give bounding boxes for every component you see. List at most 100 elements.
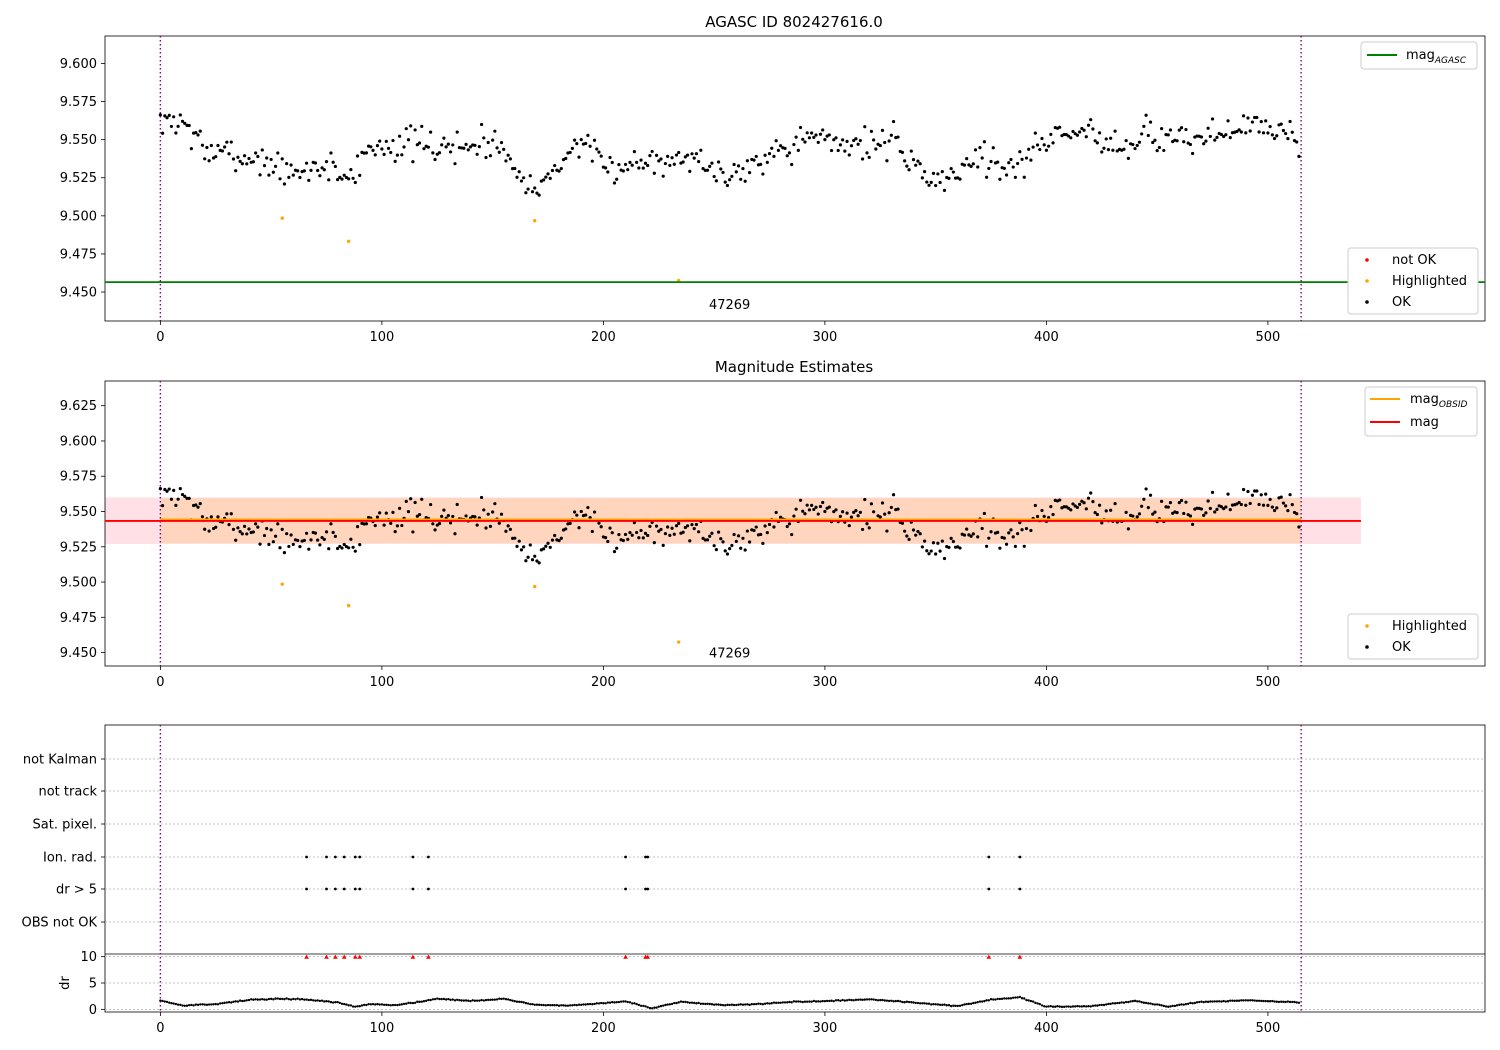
panel-agasc-ok-point	[169, 124, 174, 129]
dr-point	[387, 1003, 390, 1007]
dr-point	[1142, 1001, 1146, 1004]
panel-mag-ok-point	[588, 516, 592, 520]
dr-point	[779, 1001, 782, 1005]
panel-agasc-ok-point	[1297, 154, 1301, 158]
dr-point	[471, 999, 474, 1002]
panel-agasc-ok-point	[1097, 131, 1102, 135]
dr-point	[495, 998, 499, 1001]
panel-mag-ok-point	[663, 532, 668, 536]
panel-mag-ok-point	[1140, 504, 1144, 508]
dr-point	[225, 1001, 229, 1004]
dr-point	[947, 1004, 951, 1007]
panel-agasc-ok-point	[1084, 135, 1088, 139]
panel-mag-ok-point	[688, 539, 692, 543]
panel-mag-ok-point	[437, 522, 442, 526]
panel-agasc-ok-point	[254, 151, 258, 155]
panel-mag-ok-point	[342, 542, 346, 547]
panel-mag-ok-point	[347, 546, 351, 550]
dr-point	[602, 1002, 605, 1005]
panel-agasc-ok-point	[849, 144, 854, 148]
panel-agasc-ok-point	[1082, 128, 1086, 132]
panel-mag-ok-point	[723, 549, 727, 553]
panel-mag-ok-point	[832, 509, 836, 514]
panel-mag-ok-point	[1126, 527, 1130, 531]
panel-mag-ok-point	[985, 544, 989, 548]
dr-point	[757, 1002, 760, 1005]
panel-agasc-ok-point	[1126, 156, 1130, 160]
panel-mag-ok-point	[1182, 511, 1186, 516]
dr-point	[298, 998, 302, 1001]
panel-agasc-ok-point	[774, 139, 778, 143]
dr-point	[582, 1003, 585, 1006]
panel-mag-ok-point	[668, 533, 672, 537]
panel-agasc-ok-point	[936, 172, 940, 176]
flag-label: not track	[38, 785, 97, 800]
dr-point	[1049, 1004, 1053, 1008]
dr-point	[159, 999, 162, 1002]
dr-point	[577, 1003, 581, 1006]
panel-agasc-ok-point	[1075, 133, 1080, 137]
panel-agasc-ok-point	[1137, 140, 1142, 144]
dr-point	[1178, 1003, 1181, 1007]
panel-agasc-ok-point	[342, 173, 346, 177]
dr-point	[655, 1006, 658, 1009]
dr-point	[405, 1002, 408, 1005]
panel-mag-ok-point	[400, 523, 404, 528]
panel-agasc-ok-point	[1102, 146, 1106, 150]
dr-point	[365, 1003, 368, 1007]
panel-mag-xtick-label: 0	[156, 675, 164, 690]
panel-mag-ok-point	[858, 510, 862, 514]
panel-agasc-ok-point	[313, 161, 318, 165]
panel-mag-ok-point	[373, 523, 377, 528]
panel-mag-ok-point	[958, 546, 962, 550]
panel-agasc-ok-point	[541, 178, 546, 182]
dr-point	[801, 1000, 804, 1004]
panel-agasc-ok-point	[1024, 156, 1029, 160]
dr-point	[1213, 1000, 1216, 1003]
panel-mag-ok-point	[550, 538, 555, 542]
dr-point	[890, 999, 893, 1002]
panel-agasc-ok-point	[347, 177, 351, 181]
panel-agasc-ok-point	[874, 147, 878, 151]
panel-mag-ok-point	[949, 536, 953, 540]
panel-agasc-ok-point	[1011, 165, 1015, 169]
panel-mag-obsid-label: 47269	[709, 646, 750, 661]
dr-point	[859, 998, 862, 1001]
panel-agasc-ok-point	[626, 168, 630, 172]
panel-agasc-ok-point	[180, 119, 185, 123]
panel-agasc-ok-point	[1257, 130, 1261, 134]
dr-point	[367, 1002, 370, 1006]
panel-mag-xtick-label: 200	[591, 675, 616, 690]
panel-agasc-ok-point	[158, 113, 162, 117]
dr-point	[278, 997, 282, 1001]
panel-mag-ok-point	[814, 505, 818, 509]
panel-agasc-ok-point	[878, 143, 882, 148]
dr-point	[1129, 1000, 1132, 1003]
panel-agasc-ok-point	[1290, 130, 1294, 134]
panel-mag-ok-point	[628, 530, 632, 535]
panel-agasc-ok-point	[787, 151, 792, 155]
dr-point	[666, 1003, 669, 1006]
panel-agasc-ok-point	[1188, 142, 1192, 147]
panel-agasc-ok-point	[925, 180, 929, 184]
dr-point	[243, 999, 246, 1003]
dr-point	[227, 1001, 231, 1004]
dr-point	[374, 1003, 377, 1006]
flag-point	[333, 887, 337, 891]
panel-mag-xtick-label: 300	[812, 675, 837, 690]
panel-agasc-ok-point	[422, 147, 426, 151]
panel-agasc-ok-point	[413, 128, 417, 132]
panel-agasc-ok-point	[1111, 148, 1115, 152]
panel-mag-ok-point	[1018, 521, 1022, 525]
panel-agasc-ok-point	[747, 170, 752, 175]
dr-point	[852, 999, 855, 1002]
panel-agasc-ok-point	[852, 138, 856, 143]
panel-mag-ok-point	[316, 538, 320, 542]
panel-mag-ok-point	[694, 522, 699, 527]
panel-agasc-ok-point	[940, 170, 944, 174]
dr-point	[1111, 1002, 1115, 1005]
panel-mag-highlighted-point	[533, 584, 537, 589]
panel-mag-axes-frame	[104, 380, 1486, 667]
panel-mag-ok-point	[225, 512, 229, 516]
panel-agasc-ok-point	[1155, 149, 1159, 153]
